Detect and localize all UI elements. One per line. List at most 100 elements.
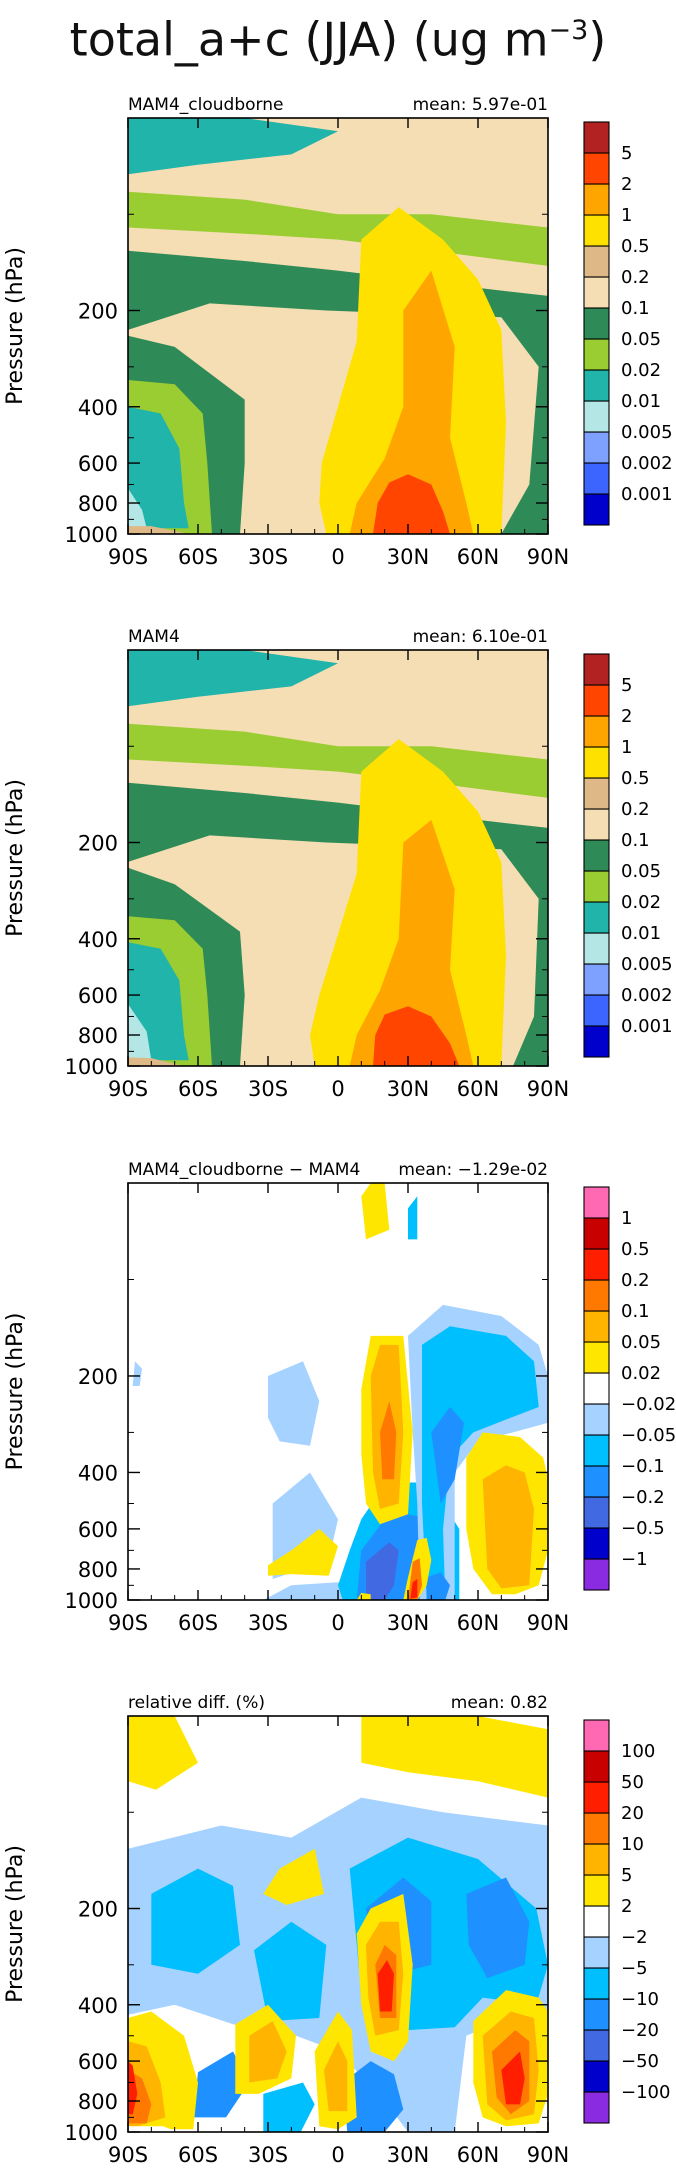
colorbar-label: 0.001 bbox=[621, 1016, 673, 1037]
colorbar-swatch bbox=[583, 1527, 610, 1560]
y-axis-label: Pressure (hPa) bbox=[3, 247, 28, 405]
x-tick-label: 30N bbox=[387, 1611, 429, 1635]
panel-label: MAM4_cloudborne − MAM4 bbox=[128, 1160, 360, 1180]
colorbar-swatch bbox=[583, 715, 610, 748]
contour-region-8 bbox=[366, 1542, 399, 1600]
contour-region-29 bbox=[128, 2126, 184, 2132]
y-tick-label: 400 bbox=[78, 928, 118, 952]
figure-title-exponent: −3 bbox=[548, 15, 589, 46]
contour-region-3 bbox=[254, 1921, 327, 2022]
panel-mean: mean: 5.97e-01 bbox=[413, 95, 548, 115]
colorbar-label: −50 bbox=[621, 2051, 659, 2072]
y-tick-label: 400 bbox=[78, 1994, 118, 2018]
panel-3: MAM4_cloudborne − MAM4 mean: −1.29e-02 90S… bbox=[3, 1160, 676, 1635]
colorbar-label: 1 bbox=[621, 737, 632, 758]
x-tick-label: 60S bbox=[178, 1611, 218, 1635]
contour-region-12 bbox=[128, 1057, 184, 1066]
contour-region-23 bbox=[361, 1183, 390, 1240]
colorbar-swatch bbox=[583, 1781, 610, 1814]
colorbar-label: 0.01 bbox=[621, 391, 661, 412]
contour-region-8 bbox=[342, 2061, 404, 2132]
contour-region-27 bbox=[263, 1848, 324, 1905]
x-tick-label: 60S bbox=[178, 1077, 218, 1101]
colorbar: 0.001 0.002 0.005 0.01 0.02 0.05 0.1 0.2 0.5 1 2 5 bbox=[583, 653, 673, 1058]
colorbar-label: −10 bbox=[621, 1989, 659, 2010]
x-tick-label: 90S bbox=[108, 545, 148, 569]
y-tick-label: 400 bbox=[78, 1461, 118, 1485]
panel-label: MAM4 bbox=[128, 627, 180, 647]
x-tick-label: 90S bbox=[108, 1611, 148, 1635]
contour-region-17 bbox=[324, 2041, 348, 2112]
colorbar-swatch bbox=[583, 1843, 610, 1876]
contour-region-2 bbox=[268, 1361, 320, 1446]
x-tick-label: 30N bbox=[387, 2143, 429, 2167]
panel-2: MAM4 mean: 6.10e-01 90S 60S 30S 0 30N 60N 90N 200… bbox=[3, 627, 673, 1101]
colorbar-label: −0.05 bbox=[621, 1425, 676, 1446]
panel-mean: mean: 0.82 bbox=[451, 1693, 548, 1713]
contour-region-1 bbox=[132, 1361, 142, 1386]
colorbar-swatch bbox=[583, 183, 610, 216]
figure-title-close: ) bbox=[588, 12, 607, 67]
colorbar-swatch bbox=[583, 684, 610, 717]
contour-region-28 bbox=[361, 1716, 548, 1798]
colorbar-swatch bbox=[583, 1465, 610, 1498]
colorbar-swatch bbox=[583, 1967, 610, 2000]
contour-region-15 bbox=[249, 2021, 287, 2083]
colorbar-swatch bbox=[583, 963, 610, 996]
contour-region-19 bbox=[410, 1579, 418, 1599]
colorbar-swatch bbox=[583, 1279, 610, 1312]
colorbar-label: 0.01 bbox=[621, 923, 661, 944]
colorbar-label: 1 bbox=[621, 205, 632, 226]
colorbar-swatch bbox=[583, 1719, 610, 1752]
contour-region-2 bbox=[128, 250, 548, 534]
colorbar-swatch bbox=[583, 1558, 610, 1591]
colorbar-swatch bbox=[583, 1217, 610, 1250]
colorbar-swatch bbox=[583, 2029, 610, 2062]
panel-label: MAM4_cloudborne bbox=[128, 95, 283, 115]
colorbar-swatch bbox=[583, 1496, 610, 1529]
y-tick-label: 200 bbox=[78, 1365, 118, 1389]
contour-region-25 bbox=[501, 2051, 525, 2105]
colorbar-label: 0.5 bbox=[621, 236, 650, 257]
colorbar-label: 0.002 bbox=[621, 453, 673, 474]
contour-region-10 bbox=[349, 270, 474, 534]
contour-region-15 bbox=[431, 1407, 464, 1504]
y-tick-label: 800 bbox=[78, 1024, 118, 1048]
contour-region-21 bbox=[482, 1465, 534, 1589]
colorbar-label: 100 bbox=[621, 1741, 655, 1762]
contour-region-26 bbox=[128, 1716, 198, 1790]
colorbar-swatch bbox=[583, 839, 610, 872]
panel-mean: mean: 6.10e-01 bbox=[413, 627, 548, 647]
x-tick-label: 90S bbox=[108, 2143, 148, 2167]
colorbar: −100 −50 −20 −10 −5 −2 2 5 10 20 50 100 bbox=[583, 1719, 670, 2124]
x-tick-label: 90N bbox=[527, 1611, 569, 1635]
panel-mean: mean: −1.29e-02 bbox=[398, 1160, 548, 1180]
x-tick-label: 0 bbox=[331, 1611, 344, 1635]
colorbar-swatch bbox=[583, 307, 610, 340]
x-tick-label: 0 bbox=[331, 2143, 344, 2167]
x-tick-label: 90N bbox=[527, 545, 569, 569]
colorbar-swatch bbox=[583, 870, 610, 903]
x-tick-label: 60S bbox=[178, 2143, 218, 2167]
colorbar-swatch bbox=[583, 808, 610, 841]
contour-region-5 bbox=[263, 1582, 362, 1600]
colorbar-swatch bbox=[583, 932, 610, 965]
contour-region-5 bbox=[128, 650, 338, 707]
contour-fills bbox=[128, 118, 548, 534]
contour-region-14 bbox=[422, 1326, 539, 1600]
colorbar-swatch bbox=[583, 1936, 610, 1969]
contour-region-11 bbox=[373, 1006, 460, 1066]
colorbar-label: −0.1 bbox=[621, 1456, 665, 1477]
contour-fills bbox=[128, 1183, 548, 1600]
colorbar-label: 0.1 bbox=[621, 830, 650, 851]
contour-region-8 bbox=[128, 1004, 152, 1061]
colorbar-swatch bbox=[583, 994, 610, 1027]
contour-fills bbox=[128, 1716, 548, 2132]
x-tick-label: 60N bbox=[457, 1077, 499, 1101]
colorbar-label: 2 bbox=[621, 706, 632, 727]
colorbar-label: 0.02 bbox=[621, 1363, 661, 1384]
colorbar-label: 0.2 bbox=[621, 799, 650, 820]
x-tick-label: 60N bbox=[457, 2143, 499, 2167]
contour-region-24 bbox=[128, 1546, 175, 1600]
colorbar-swatch bbox=[583, 338, 610, 371]
